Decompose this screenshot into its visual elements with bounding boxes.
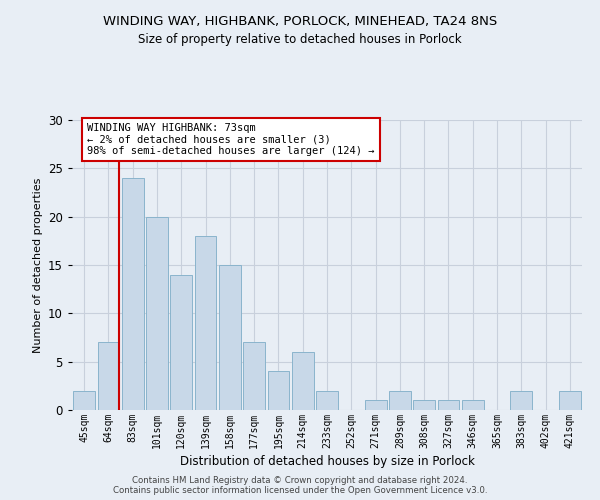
Bar [462,400,484,410]
Bar [97,342,119,410]
Y-axis label: Number of detached properties: Number of detached properties [32,178,43,352]
Bar [559,390,581,410]
Bar [437,400,460,410]
Text: Contains HM Land Registry data © Crown copyright and database right 2024.
Contai: Contains HM Land Registry data © Crown c… [113,476,487,495]
Bar [170,274,192,410]
Bar [73,390,95,410]
X-axis label: Distribution of detached houses by size in Porlock: Distribution of detached houses by size … [179,455,475,468]
Bar [194,236,217,410]
Bar [389,390,411,410]
Text: WINDING WAY HIGHBANK: 73sqm
← 2% of detached houses are smaller (3)
98% of semi-: WINDING WAY HIGHBANK: 73sqm ← 2% of deta… [88,123,375,156]
Bar [511,390,532,410]
Bar [243,342,265,410]
Bar [122,178,143,410]
Bar [146,216,168,410]
Text: WINDING WAY, HIGHBANK, PORLOCK, MINEHEAD, TA24 8NS: WINDING WAY, HIGHBANK, PORLOCK, MINEHEAD… [103,15,497,28]
Bar [413,400,435,410]
Bar [316,390,338,410]
Bar [268,372,289,410]
Bar [219,265,241,410]
Bar [365,400,386,410]
Bar [292,352,314,410]
Text: Size of property relative to detached houses in Porlock: Size of property relative to detached ho… [138,32,462,46]
